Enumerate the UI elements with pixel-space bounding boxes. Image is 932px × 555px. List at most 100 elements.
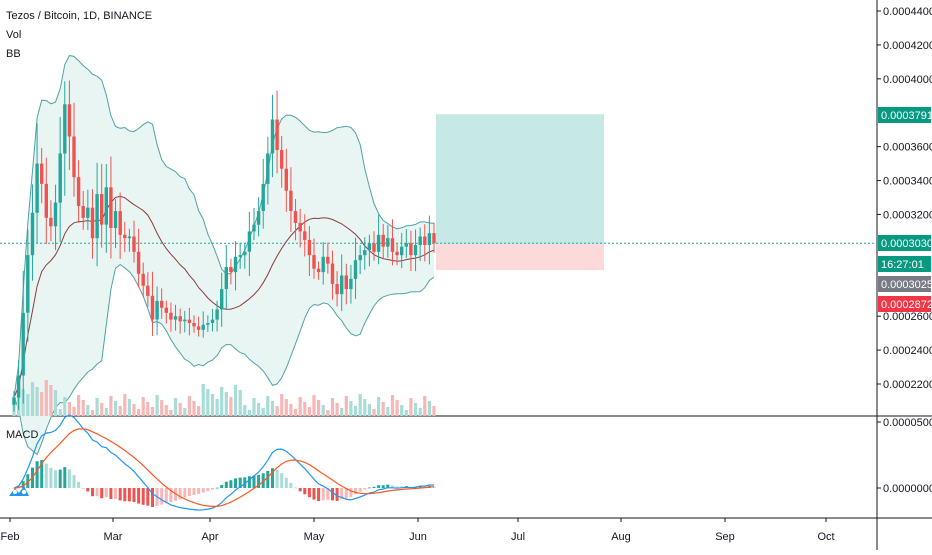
candle-body[interactable] xyxy=(53,202,58,227)
candle-body[interactable] xyxy=(280,150,284,169)
candle-body[interactable] xyxy=(49,217,53,227)
candle-body[interactable] xyxy=(81,206,85,218)
volume-legend[interactable]: Vol xyxy=(6,29,22,41)
candle-body[interactable] xyxy=(367,243,372,251)
candle-body[interactable] xyxy=(390,238,395,252)
candle-body[interactable] xyxy=(206,323,210,325)
candle-body[interactable] xyxy=(169,312,173,320)
candle-body[interactable] xyxy=(238,255,242,257)
candle-body[interactable] xyxy=(381,234,385,247)
candle-body[interactable] xyxy=(40,163,44,184)
candle-body[interactable] xyxy=(404,243,408,247)
candle-body[interactable] xyxy=(326,256,330,264)
candle-body[interactable] xyxy=(16,375,21,398)
candle-body[interactable] xyxy=(409,243,413,256)
candle-body[interactable] xyxy=(58,153,62,203)
candle-body[interactable] xyxy=(395,251,399,256)
candle-body[interactable] xyxy=(187,319,192,323)
candle-body[interactable] xyxy=(303,231,307,240)
candle-body[interactable] xyxy=(30,212,35,256)
candle-body[interactable] xyxy=(141,273,145,286)
candle-body[interactable] xyxy=(243,251,247,256)
candle-body[interactable] xyxy=(100,194,104,225)
candle-body[interactable] xyxy=(21,312,25,376)
candle-body[interactable] xyxy=(418,236,422,246)
candle-body[interactable] xyxy=(270,119,275,154)
candle-body[interactable] xyxy=(215,309,219,320)
candle-body[interactable] xyxy=(210,319,215,323)
candle-body[interactable] xyxy=(220,289,224,310)
candle-body[interactable] xyxy=(155,300,159,320)
candle-body[interactable] xyxy=(72,136,76,178)
candle-body[interactable] xyxy=(136,251,141,274)
candle-body[interactable] xyxy=(127,236,132,239)
candle-body[interactable] xyxy=(63,104,67,154)
candle-body[interactable] xyxy=(349,278,353,290)
candle-body[interactable] xyxy=(229,267,233,273)
candle-body[interactable] xyxy=(252,224,256,232)
candle-body[interactable] xyxy=(95,194,99,239)
candle-body[interactable] xyxy=(432,233,436,244)
candle-body[interactable] xyxy=(192,323,196,327)
candle-body[interactable] xyxy=(344,275,348,290)
candle-body[interactable] xyxy=(298,222,302,232)
candle-body[interactable] xyxy=(400,246,404,256)
candle-body[interactable] xyxy=(35,163,39,213)
candle-body[interactable] xyxy=(284,168,288,191)
candle-body[interactable] xyxy=(44,183,48,218)
candle-body[interactable] xyxy=(196,326,201,330)
candle-body[interactable] xyxy=(86,207,90,218)
candle-body[interactable] xyxy=(233,256,238,273)
macd-legend[interactable]: MACD xyxy=(6,429,39,441)
candle-body[interactable] xyxy=(150,295,155,320)
candle-body[interactable] xyxy=(67,104,72,137)
target-price-badge[interactable]: 0.0003791 xyxy=(878,107,932,123)
candle-body[interactable] xyxy=(340,275,344,295)
candle-body[interactable] xyxy=(76,177,81,206)
candle-body[interactable] xyxy=(386,238,390,247)
bollinger-legend[interactable]: BB xyxy=(6,48,21,60)
candle-body[interactable] xyxy=(118,211,122,235)
candle-body[interactable] xyxy=(261,183,265,211)
candle-body[interactable] xyxy=(358,255,362,261)
candle-body[interactable] xyxy=(173,316,178,320)
candle-body[interactable] xyxy=(224,267,228,289)
candle-body[interactable] xyxy=(109,187,113,228)
candle-body[interactable] xyxy=(353,260,358,279)
candle-body[interactable] xyxy=(376,234,381,252)
candle-body[interactable] xyxy=(275,119,279,151)
candle-body[interactable] xyxy=(312,255,316,269)
candle-body[interactable] xyxy=(335,284,339,295)
target-zone[interactable] xyxy=(436,114,604,245)
candle-body[interactable] xyxy=(321,256,325,273)
candle-body[interactable] xyxy=(164,307,168,313)
entry-price-badge[interactable]: 0.0003025 xyxy=(878,276,932,292)
candle-body[interactable] xyxy=(307,239,312,256)
candle-body[interactable] xyxy=(26,255,30,313)
candle-body[interactable] xyxy=(289,190,293,211)
symbol-legend[interactable]: Tezos / Bitcoin, 1D, BINANCE xyxy=(6,10,153,22)
candle-body[interactable] xyxy=(316,268,321,273)
candle-body[interactable] xyxy=(372,243,376,252)
candle-body[interactable] xyxy=(183,319,187,322)
candle-body[interactable] xyxy=(178,316,182,322)
candle-body[interactable] xyxy=(113,211,118,229)
candle-body[interactable] xyxy=(427,233,432,245)
candle-body[interactable] xyxy=(423,236,427,246)
candle-body[interactable] xyxy=(293,211,298,223)
candle-body[interactable] xyxy=(90,207,95,239)
candle-body[interactable] xyxy=(104,187,108,225)
current-price-badge[interactable]: 0.0003030 xyxy=(878,235,932,251)
candle-body[interactable] xyxy=(123,234,127,239)
candle-body[interactable] xyxy=(266,153,270,184)
stop-price-badge[interactable]: 0.0002872 xyxy=(878,296,932,312)
candle-body[interactable] xyxy=(146,285,150,296)
candle-body[interactable] xyxy=(12,397,16,405)
countdown-badge[interactable]: 16:27:01 xyxy=(878,256,931,272)
stop-zone[interactable] xyxy=(436,244,604,271)
candle-body[interactable] xyxy=(247,231,252,252)
candle-body[interactable] xyxy=(256,211,261,225)
candle-body[interactable] xyxy=(363,250,367,256)
candle-body[interactable] xyxy=(413,245,418,256)
